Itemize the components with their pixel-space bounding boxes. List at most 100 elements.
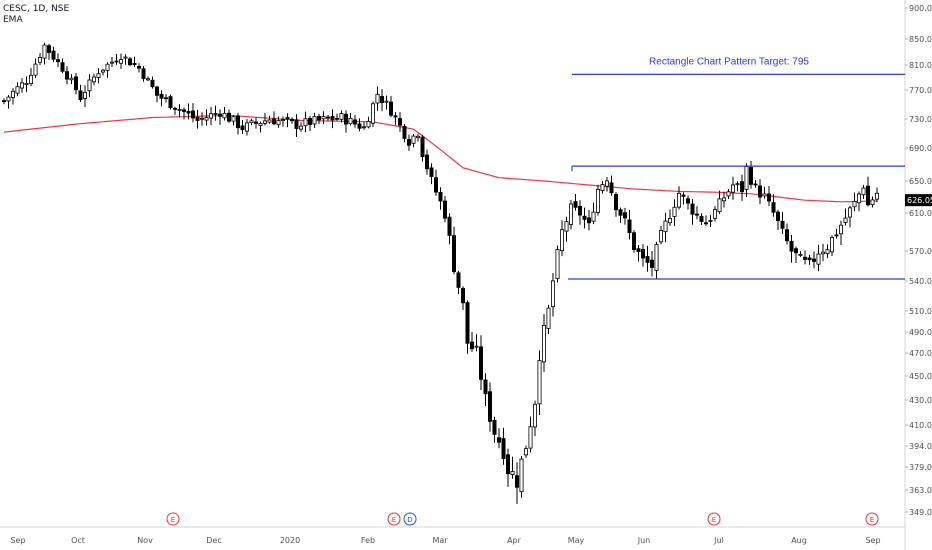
candle-down [438,191,443,202]
candle-down [56,59,61,63]
candle-up [852,200,857,208]
x-tick-label: 2020 [280,536,300,545]
candle-up [19,82,24,89]
symbol-title: CESC, 1D, NSE [3,4,70,14]
candle-up [6,96,11,102]
candle-up [24,83,29,85]
candle-up [303,118,308,127]
candle-up [722,197,727,202]
candle-down [397,118,402,126]
dividend-event-label: D [407,516,412,524]
candle-down [618,209,623,216]
candle-down [573,201,578,208]
candle-up [15,86,20,94]
candle-down [483,379,488,395]
candle-down [114,60,119,63]
candle-up [668,217,673,224]
candle-down [334,117,339,120]
candle-up [708,220,713,222]
candle-up [524,448,529,456]
candle-down [749,166,754,185]
candle-down [240,125,245,131]
candle-up [28,74,33,85]
candle-down [406,139,411,146]
candle-up [110,61,115,64]
candle-down [794,248,799,254]
candle-down [478,346,483,380]
candle-down [190,110,195,119]
candle-down [460,288,465,304]
candle-down [758,185,763,198]
candle-up [280,119,285,121]
candle-up [560,229,565,252]
candle-down [767,193,772,202]
x-tick-label: Jul [713,536,724,545]
candle-up [654,244,659,271]
candle-down [501,438,506,459]
x-tick-label: May [568,536,585,545]
candle-up [672,206,677,217]
candle-up [384,100,389,103]
candle-up [231,116,236,122]
candle-up [375,93,380,104]
candle-down [150,79,155,88]
candle-up [145,78,150,81]
candle-up [839,224,844,235]
candle-up [735,183,740,186]
y-tick-label: 730.00 [909,115,932,124]
candle-down [74,76,79,91]
candle-down [330,115,335,121]
candle-down [627,219,632,234]
candle-down [195,116,200,121]
y-tick-label: 610.00 [909,209,932,218]
candle-up [38,57,43,63]
candle-down [141,68,146,79]
x-tick-label: Oct [71,536,85,545]
y-tick-label: 394.00 [909,442,932,451]
candle-down [785,229,790,242]
earnings-event-marker [707,512,721,526]
candle-up [267,119,272,123]
candle-up [731,184,736,193]
candle-up [510,471,515,475]
candle-up [528,426,533,449]
candle-up [843,217,848,223]
candle-down [487,391,492,422]
candle-up [830,237,835,253]
candle-down [325,116,330,119]
candle-down [812,258,817,262]
candle-down [789,240,794,252]
candle-down [681,194,686,197]
y-tick-label: 410.00 [909,421,932,430]
indicator-label[interactable]: EMA [3,15,23,25]
candle-up [663,220,668,233]
candle-down [469,341,474,350]
candle-up [123,56,128,59]
y-tick-label: 510.00 [909,307,932,316]
candle-down [623,212,628,219]
candle-up [600,184,605,191]
candle-down [582,215,587,220]
candle-up [519,458,524,493]
candle-up [199,117,204,120]
candle-down [753,183,758,186]
candle-up [564,221,569,232]
candle-down [393,115,398,118]
candle-up [717,198,722,213]
candle-down [51,50,56,60]
candle-up [10,90,15,98]
candle-up [370,103,375,124]
y-tick-label: 650.00 [909,177,932,186]
candle-down [424,154,429,170]
y-tick-label: 349.00 [909,508,932,517]
candle-up [83,91,88,99]
candle-down [780,220,785,229]
y-tick-label: 810.00 [909,61,932,70]
candle-down [515,475,520,488]
candle-down [587,217,592,224]
candle-down [803,256,808,260]
target-annotation: Rectangle Chart Pattern Target: 795 [649,56,809,67]
candle-up [555,249,560,279]
